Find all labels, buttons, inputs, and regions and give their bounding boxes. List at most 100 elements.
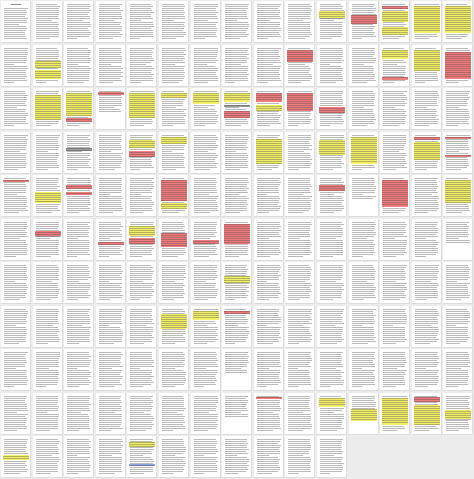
page-thumbnail[interactable] bbox=[127, 132, 157, 174]
highlight-red[interactable] bbox=[66, 185, 92, 189]
page-thumbnail[interactable] bbox=[127, 436, 157, 478]
page-thumbnail[interactable] bbox=[412, 1, 442, 43]
page-thumbnail[interactable] bbox=[127, 175, 157, 217]
page-thumbnail[interactable] bbox=[1, 45, 31, 87]
page-thumbnail[interactable] bbox=[96, 45, 126, 87]
page-thumbnail[interactable] bbox=[33, 393, 63, 435]
highlight-red[interactable] bbox=[66, 192, 92, 196]
highlight-yellow[interactable] bbox=[256, 138, 282, 165]
page-thumbnail[interactable] bbox=[380, 132, 410, 174]
highlight-yellow[interactable] bbox=[445, 5, 471, 33]
page-thumbnail[interactable] bbox=[33, 88, 63, 130]
page-thumbnail[interactable] bbox=[412, 219, 442, 261]
page-thumbnail[interactable] bbox=[33, 262, 63, 304]
page-thumbnail[interactable] bbox=[127, 88, 157, 130]
page-thumbnail[interactable] bbox=[317, 45, 347, 87]
page-thumbnail[interactable] bbox=[1, 306, 31, 348]
page-thumbnail[interactable] bbox=[159, 306, 189, 348]
page-thumbnail[interactable] bbox=[1, 1, 31, 43]
highlight-yellow[interactable] bbox=[129, 92, 155, 119]
page-thumbnail[interactable] bbox=[64, 262, 94, 304]
page-thumbnail[interactable] bbox=[380, 175, 410, 217]
highlight-red[interactable] bbox=[66, 118, 92, 122]
page-thumbnail[interactable] bbox=[191, 349, 221, 391]
highlight-red[interactable] bbox=[414, 396, 440, 403]
page-thumbnail[interactable] bbox=[159, 262, 189, 304]
page-thumbnail[interactable] bbox=[222, 262, 252, 304]
page-thumbnail[interactable] bbox=[96, 175, 126, 217]
page-thumbnail[interactable] bbox=[443, 45, 473, 87]
page-thumbnail[interactable] bbox=[254, 219, 284, 261]
page-thumbnail[interactable] bbox=[64, 219, 94, 261]
page-thumbnail[interactable] bbox=[1, 175, 31, 217]
page-thumbnail[interactable] bbox=[349, 45, 379, 87]
highlight-yellow[interactable] bbox=[256, 105, 282, 111]
page-thumbnail[interactable] bbox=[349, 349, 379, 391]
page-thumbnail[interactable] bbox=[159, 1, 189, 43]
page-thumbnail[interactable] bbox=[33, 1, 63, 43]
page-thumbnail[interactable] bbox=[159, 88, 189, 130]
page-thumbnail[interactable] bbox=[317, 262, 347, 304]
page-thumbnail[interactable] bbox=[254, 349, 284, 391]
highlight-gray[interactable] bbox=[66, 147, 92, 152]
page-thumbnail[interactable] bbox=[443, 132, 473, 174]
page-thumbnail[interactable] bbox=[96, 436, 126, 478]
highlight-yellow[interactable] bbox=[382, 397, 408, 425]
page-thumbnail[interactable] bbox=[380, 1, 410, 43]
page-thumbnail[interactable] bbox=[33, 45, 63, 87]
page-thumbnail[interactable] bbox=[33, 175, 63, 217]
highlight-yellow[interactable] bbox=[414, 405, 440, 425]
highlight-yellow[interactable] bbox=[161, 92, 187, 99]
highlight-red[interactable] bbox=[445, 136, 471, 139]
page-thumbnail[interactable] bbox=[317, 306, 347, 348]
highlight-red[interactable] bbox=[414, 136, 440, 141]
highlight-red[interactable] bbox=[319, 107, 345, 113]
page-thumbnail[interactable] bbox=[191, 1, 221, 43]
highlight-red[interactable] bbox=[224, 310, 250, 315]
page-thumbnail[interactable] bbox=[191, 88, 221, 130]
page-thumbnail[interactable] bbox=[33, 306, 63, 348]
page-thumbnail[interactable] bbox=[380, 45, 410, 87]
page-thumbnail[interactable] bbox=[380, 306, 410, 348]
highlight-red[interactable] bbox=[445, 154, 471, 158]
highlight-yellow[interactable] bbox=[129, 225, 155, 237]
highlight-red[interactable] bbox=[129, 151, 155, 157]
highlight-yellow[interactable] bbox=[224, 275, 250, 284]
highlight-yellow[interactable] bbox=[35, 60, 61, 69]
page-thumbnail[interactable] bbox=[285, 219, 315, 261]
highlight-yellow[interactable] bbox=[319, 397, 345, 407]
highlight-yellow[interactable] bbox=[224, 92, 250, 102]
highlight-yellow[interactable] bbox=[382, 49, 408, 59]
highlight-yellow[interactable] bbox=[3, 455, 29, 460]
page-thumbnail[interactable] bbox=[222, 132, 252, 174]
highlight-red[interactable] bbox=[382, 179, 408, 207]
page-thumbnail[interactable] bbox=[1, 262, 31, 304]
page-thumbnail[interactable] bbox=[443, 306, 473, 348]
page-thumbnail[interactable] bbox=[412, 349, 442, 391]
page-thumbnail[interactable] bbox=[254, 132, 284, 174]
page-thumbnail[interactable] bbox=[317, 436, 347, 478]
page-thumbnail[interactable] bbox=[443, 88, 473, 130]
highlight-yellow[interactable] bbox=[129, 441, 155, 448]
page-thumbnail[interactable] bbox=[33, 436, 63, 478]
highlight-yellow[interactable] bbox=[414, 49, 440, 72]
page-thumbnail[interactable] bbox=[222, 219, 252, 261]
page-thumbnail[interactable] bbox=[222, 349, 252, 391]
page-thumbnail[interactable] bbox=[443, 175, 473, 217]
page-thumbnail[interactable] bbox=[1, 219, 31, 261]
page-thumbnail[interactable] bbox=[380, 262, 410, 304]
highlight-yellow[interactable] bbox=[414, 142, 440, 161]
page-thumbnail[interactable] bbox=[191, 436, 221, 478]
highlight-red[interactable] bbox=[161, 232, 187, 248]
page-thumbnail[interactable] bbox=[1, 88, 31, 130]
page-thumbnail[interactable] bbox=[191, 393, 221, 435]
page-thumbnail[interactable] bbox=[96, 132, 126, 174]
highlight-yellow[interactable] bbox=[193, 92, 219, 104]
highlight-yellow[interactable] bbox=[35, 94, 61, 121]
page-thumbnail[interactable] bbox=[349, 88, 379, 130]
page-thumbnail[interactable] bbox=[254, 393, 284, 435]
highlight-red[interactable] bbox=[287, 49, 313, 63]
page-thumbnail[interactable] bbox=[380, 393, 410, 435]
page-thumbnail[interactable] bbox=[191, 132, 221, 174]
highlight-red[interactable] bbox=[224, 110, 250, 119]
